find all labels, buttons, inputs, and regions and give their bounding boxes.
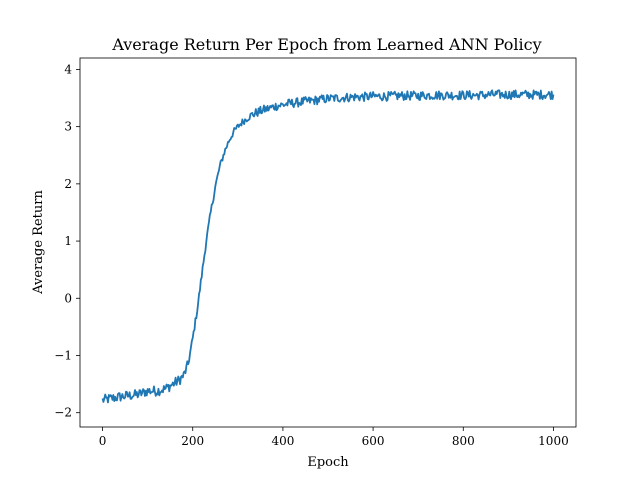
x-axis-label: Epoch <box>307 455 349 470</box>
y-tick-label: 4 <box>64 62 72 76</box>
y-axis: −2 −1 0 1 2 3 4 <box>54 62 80 420</box>
axes-frame <box>79 57 577 428</box>
y-tick-label: 3 <box>64 120 72 134</box>
x-tick-label: 800 <box>452 434 475 448</box>
x-tick-label: 400 <box>271 434 294 448</box>
plot-area <box>101 89 555 404</box>
y-tick-label: 2 <box>64 177 72 191</box>
series-line <box>101 89 555 404</box>
y-tick-label: −2 <box>54 406 72 420</box>
x-tick-label: 0 <box>99 434 107 448</box>
x-tick-label: 1000 <box>538 434 569 448</box>
x-tick-label: 200 <box>181 434 204 448</box>
chart-title: Average Return Per Epoch from Learned AN… <box>111 35 541 54</box>
y-tick-label: −1 <box>54 348 72 362</box>
y-axis-label: Average Return <box>31 190 46 295</box>
y-tick-label: 0 <box>64 291 72 305</box>
y-tick-label: 1 <box>64 234 72 248</box>
x-tick-label: 600 <box>362 434 385 448</box>
x-axis: 0 200 400 600 800 1000 <box>99 427 569 448</box>
